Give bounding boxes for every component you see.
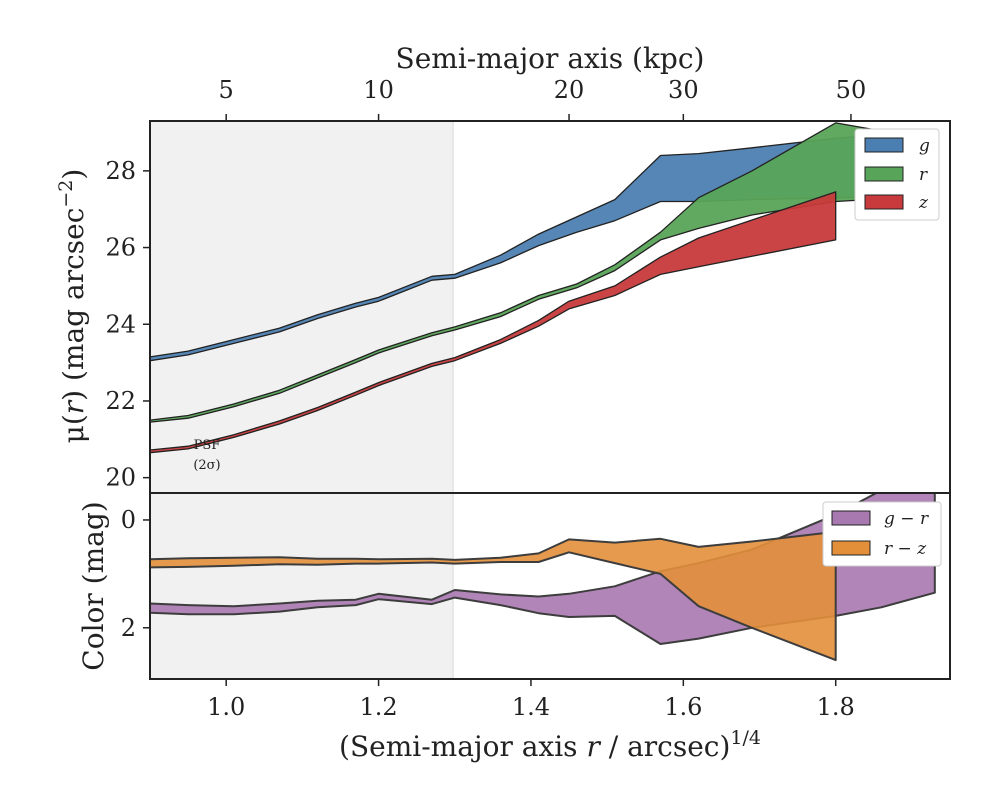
x-tick-label: 1.6 [664,693,702,721]
legend-entry-g-minus-r: g − r [831,509,929,529]
legend-swatch-z [864,194,904,210]
color-frame [149,492,951,680]
legend-label-r-minus-z: r − z [884,539,927,559]
legend-swatch-g [864,137,904,153]
psf-label: PSF [194,438,221,453]
x-tick-label: 1.8 [817,693,855,721]
legend-swatch-g-minus-r [831,510,871,526]
legend-entry-r: r [864,165,928,185]
psf-sigma-label: (2σ) [193,458,220,473]
surface-brightness-y-ticks: 20 22 24 26 28 [105,157,150,492]
legend-entry-r-minus-z: r − z [831,539,927,559]
legend-label-g-minus-r: g − r [884,509,929,529]
y-tick-label: 2 [121,614,136,642]
kpc-tick-label: 50 [836,76,867,104]
kpc-tick-label: 5 [219,76,234,104]
legend-swatch-r-minus-z [831,540,871,556]
legend-entry-z: z [864,193,929,213]
x-tick-label: 1.0 [207,693,245,721]
kpc-axis-ticks: 5 10 20 30 50 [219,76,867,121]
psf-region [150,121,453,493]
y-tick-label: 24 [105,310,136,338]
color-y-ticks: 02 [121,506,150,642]
y-tick-label: 0 [121,506,136,534]
psf-region-lower [150,493,453,679]
kpc-tick-label: 30 [668,76,699,104]
y-tick-label: 22 [105,387,136,415]
arcsec-axis-ticks: 1.0 1.2 1.4 1.6 1.8 [207,679,855,721]
surface-brightness-panel: PSF (2σ) 20 22 24 26 28 5 10 20 30 50 Semi-major… [55,42,951,494]
arcsec-axis-label: (Semi-major axis r / arcsec)1/4 [339,727,761,763]
surface-brightness-legend: g r z [854,128,940,221]
color-legend: g − r r − z [822,501,942,567]
legend-label-g: g [919,136,930,156]
color-y-label: Color (mag) [77,501,110,670]
color-panel: 02 1.0 1.2 1.4 1.6 1.8 Color (mag) (Semi-maj… [77,492,951,763]
y-tick-label: 26 [105,234,136,262]
legend-swatch-r [864,166,904,182]
kpc-tick-label: 20 [554,76,585,104]
x-tick-label: 1.4 [512,693,550,721]
kpc-axis-label: Semi-major axis (kpc) [396,42,705,75]
y-tick-label: 28 [105,157,136,185]
surface-brightness-y-label: μ(r) (mag arcsec−2) [55,169,90,444]
legend-label-r: r [919,165,928,185]
y-tick-label: 20 [105,464,136,492]
kpc-tick-label: 10 [363,76,394,104]
x-tick-label: 1.2 [359,693,397,721]
legend-label-z: z [918,193,929,213]
legend-entry-g: g [864,136,930,156]
band-z [150,191,837,454]
